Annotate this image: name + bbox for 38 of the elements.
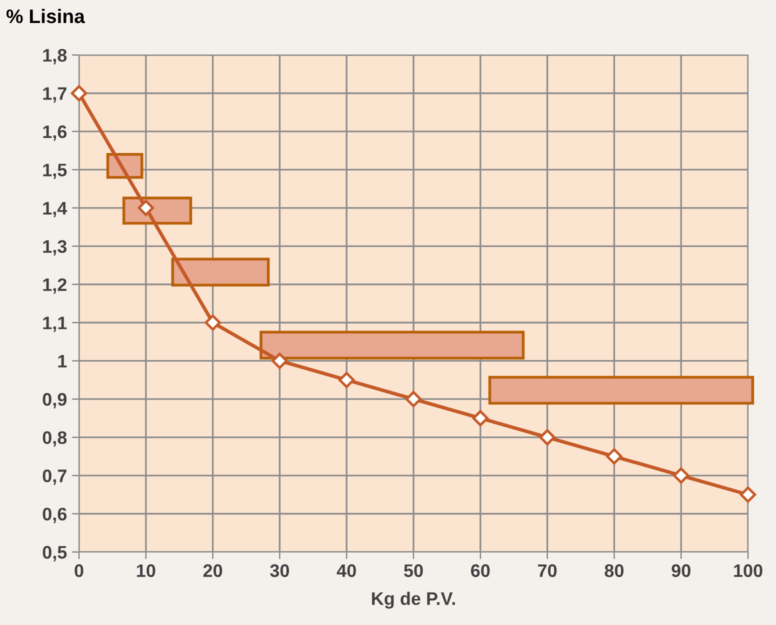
x-tick-label: 20 [203, 564, 222, 578]
y-tick-label: 0,5 [42, 546, 67, 562]
x-tick-label: 60 [471, 564, 490, 578]
y-tick-label: 1,6 [43, 125, 67, 141]
y-tick-label: 1,4 [43, 202, 68, 218]
point [606, 448, 622, 465]
y-tick-label: 1,7 [43, 87, 66, 103]
point [672, 467, 690, 484]
x-tick-label: 50 [404, 564, 423, 578]
x-tick-label: 90 [672, 564, 690, 578]
y-tick-label: 1,5 [43, 164, 67, 180]
x-tick-label: 0 [74, 564, 84, 578]
y-tick-label: 1,2 [43, 278, 66, 294]
x-tick-label: 10 [136, 564, 156, 578]
point [204, 314, 221, 331]
y-tick-label: 1,3 [43, 240, 67, 256]
point [539, 429, 556, 446]
x-axis-title: Kg de P.V. [372, 592, 455, 609]
point [138, 200, 154, 216]
x-tick-label: 70 [538, 564, 557, 578]
y-tick-label: 0,8 [42, 431, 67, 447]
y-axis-title: % Lisina [6, 8, 86, 24]
point [405, 390, 422, 408]
point [740, 486, 756, 503]
y-tick-label: 0,7 [42, 469, 66, 485]
x-tick-label: 100 [734, 564, 762, 578]
x-tick-label: 40 [336, 564, 356, 578]
point [472, 410, 489, 426]
point [70, 85, 88, 102]
y-tick-label: 1,8 [43, 48, 67, 64]
point [272, 352, 288, 369]
y-tick-label: 0,6 [42, 508, 67, 524]
y-tick-label: 1 [58, 354, 67, 368]
y-tick-label: 1,1 [43, 316, 67, 332]
x-tick-label: 80 [604, 564, 624, 578]
y-tick-label: 0,9 [42, 393, 67, 408]
point [338, 372, 355, 388]
x-tick-label: 30 [270, 564, 290, 578]
